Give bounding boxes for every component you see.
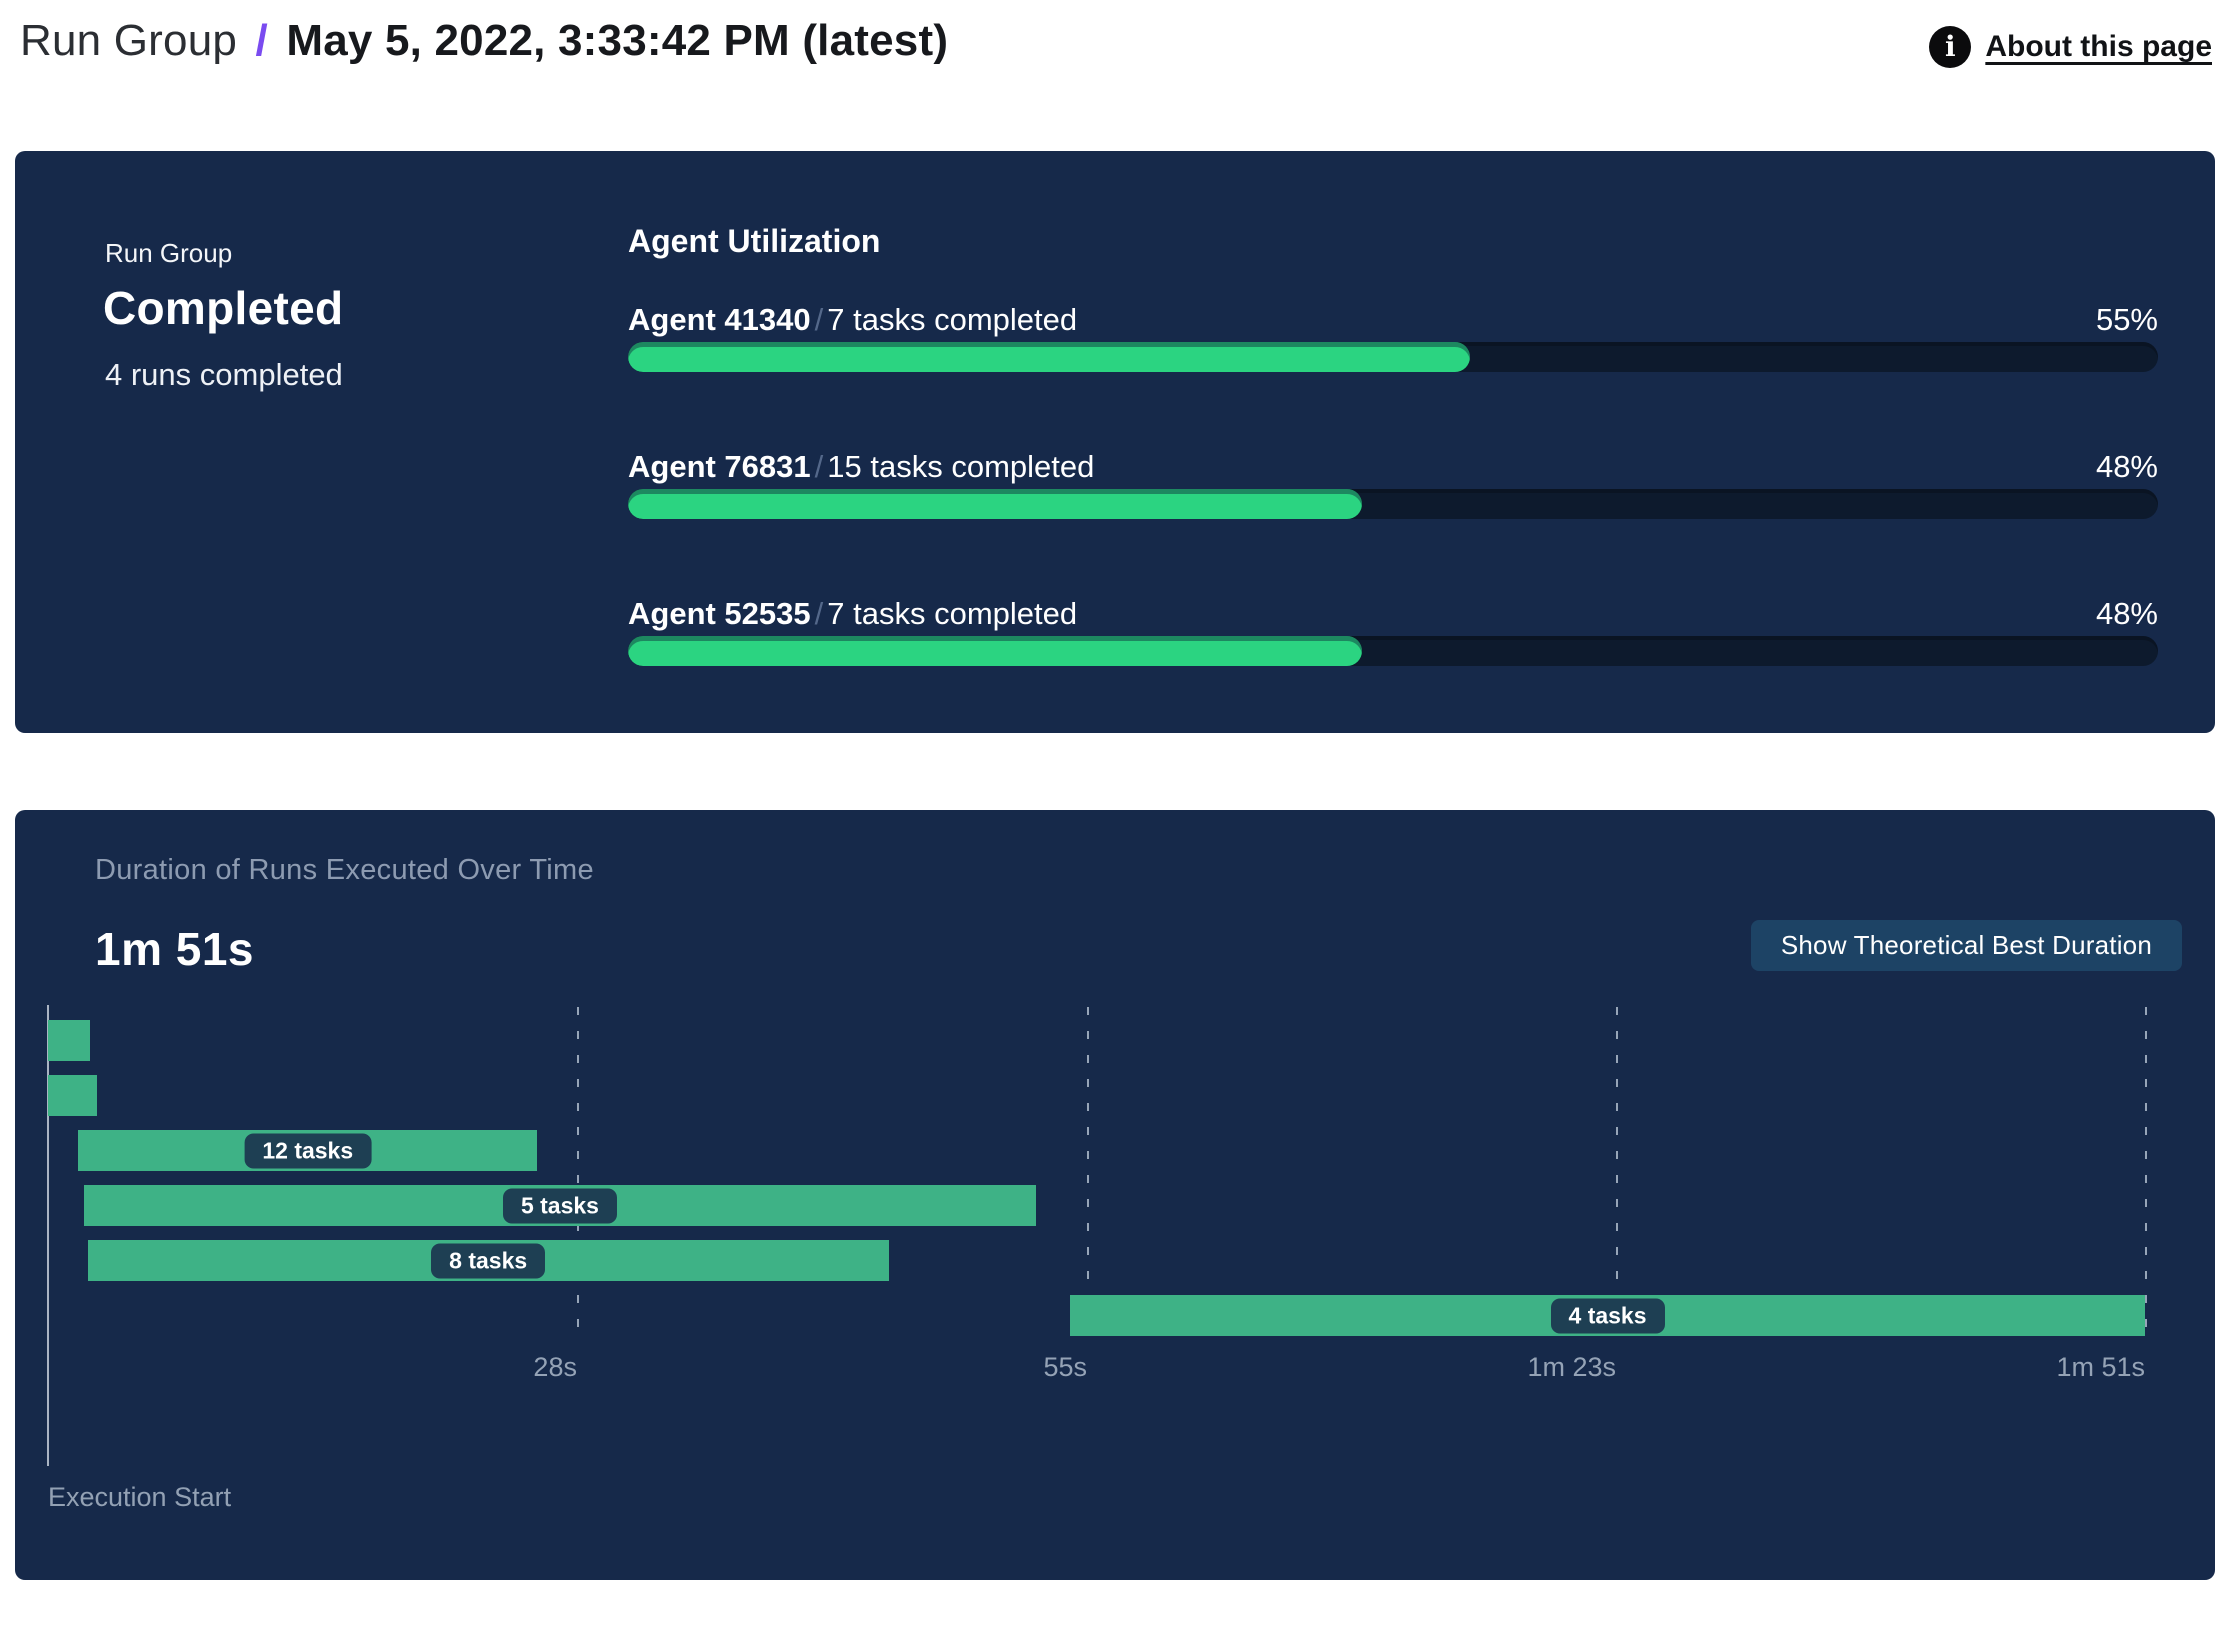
agent-progress-track — [628, 342, 2158, 372]
task-count-chip: 8 tasks — [431, 1243, 546, 1278]
axis-tick: 55s — [1043, 1352, 1088, 1382]
run-timeline-chart: 12 tasks 5 tasks 8 tasks 4 tasks 28s 55s… — [47, 1005, 2147, 1485]
breadcrumb-separator: / — [255, 16, 268, 65]
agent-utilization-section: Agent Utilization Agent 41340/7 tasks co… — [628, 151, 2158, 733]
execution-start-label: Execution Start — [48, 1482, 232, 1512]
duration-chart-card: Duration of Runs Executed Over Time 1m 5… — [15, 810, 2215, 1580]
agent-progress-track — [628, 636, 2158, 666]
run-bar[interactable]: 8 tasks — [87, 1240, 889, 1281]
execution-start-axis-line — [47, 1005, 49, 1466]
gridline-55s — [1087, 1007, 1090, 1340]
show-theoretical-best-duration-button[interactable]: Show Theoretical Best Duration — [1750, 920, 2182, 971]
task-count-chip: 4 tasks — [1550, 1298, 1665, 1333]
gridline-1m23s — [1616, 1007, 1619, 1340]
agent-progress-fill — [628, 636, 1363, 666]
agent-detail: 15 tasks completed — [827, 449, 1095, 484]
axis-tick: 1m 51s — [2056, 1352, 2145, 1382]
axis-tick: 28s — [533, 1352, 577, 1382]
agent-progress-fill — [628, 489, 1363, 519]
gridline-28s — [576, 1007, 579, 1340]
agent-percent: 55% — [2095, 302, 2158, 337]
agent-row-label: Agent 52535/7 tasks completed 48% — [628, 596, 2158, 632]
run-bar[interactable]: 5 tasks — [83, 1185, 1037, 1226]
breadcrumb-run-group[interactable]: Run Group — [20, 16, 238, 65]
agent-percent: 48% — [2095, 449, 2158, 484]
run-group-status-card: Run Group Completed 4 runs completed Age… — [15, 151, 2215, 733]
run-bar[interactable] — [48, 1075, 98, 1116]
gridline-1m51s — [2145, 1007, 2147, 1340]
agent-id: Agent 52535 — [628, 596, 811, 631]
chart-title: Duration of Runs Executed Over Time — [95, 854, 594, 886]
agent-utilization-heading: Agent Utilization — [628, 223, 881, 259]
page-header: Run Group / May 5, 2022, 3:33:42 PM (lat… — [20, 16, 2220, 86]
agent-detail: 7 tasks completed — [827, 596, 1078, 631]
agent-row-label: Agent 41340/7 tasks completed 55% — [628, 302, 2158, 338]
info-icon[interactable]: i — [1929, 26, 1972, 68]
label-separator: / — [814, 302, 824, 337]
status-card-label: Run Group — [105, 238, 233, 268]
task-count-chip: 5 tasks — [502, 1188, 617, 1223]
about-link[interactable]: About this page — [1985, 30, 2212, 63]
agent-progress-fill — [628, 342, 1470, 372]
task-count-chip: 12 tasks — [244, 1133, 372, 1168]
axis-tick: 1m 23s — [1527, 1352, 1617, 1382]
agent-row-label: Agent 76831/15 tasks completed 48% — [628, 449, 2158, 485]
run-bar[interactable] — [48, 1020, 90, 1061]
about-this-page[interactable]: i About this page — [1929, 26, 2212, 68]
run-bar[interactable]: 12 tasks — [78, 1130, 538, 1171]
run-bar[interactable]: 4 tasks — [1070, 1295, 2145, 1336]
agent-detail: 7 tasks completed — [827, 302, 1078, 337]
label-separator: / — [814, 596, 824, 631]
agent-progress-track — [628, 489, 2158, 519]
breadcrumb: Run Group / May 5, 2022, 3:33:42 PM (lat… — [20, 16, 2220, 66]
agent-percent: 48% — [2095, 596, 2158, 631]
total-duration: 1m 51s — [95, 923, 255, 975]
label-separator: / — [814, 449, 824, 484]
status-value: Completed — [103, 282, 344, 334]
agent-id: Agent 76831 — [628, 449, 811, 484]
page-title: May 5, 2022, 3:33:42 PM (latest) — [286, 16, 949, 65]
status-subtext: 4 runs completed — [105, 357, 343, 392]
agent-id: Agent 41340 — [628, 302, 811, 337]
